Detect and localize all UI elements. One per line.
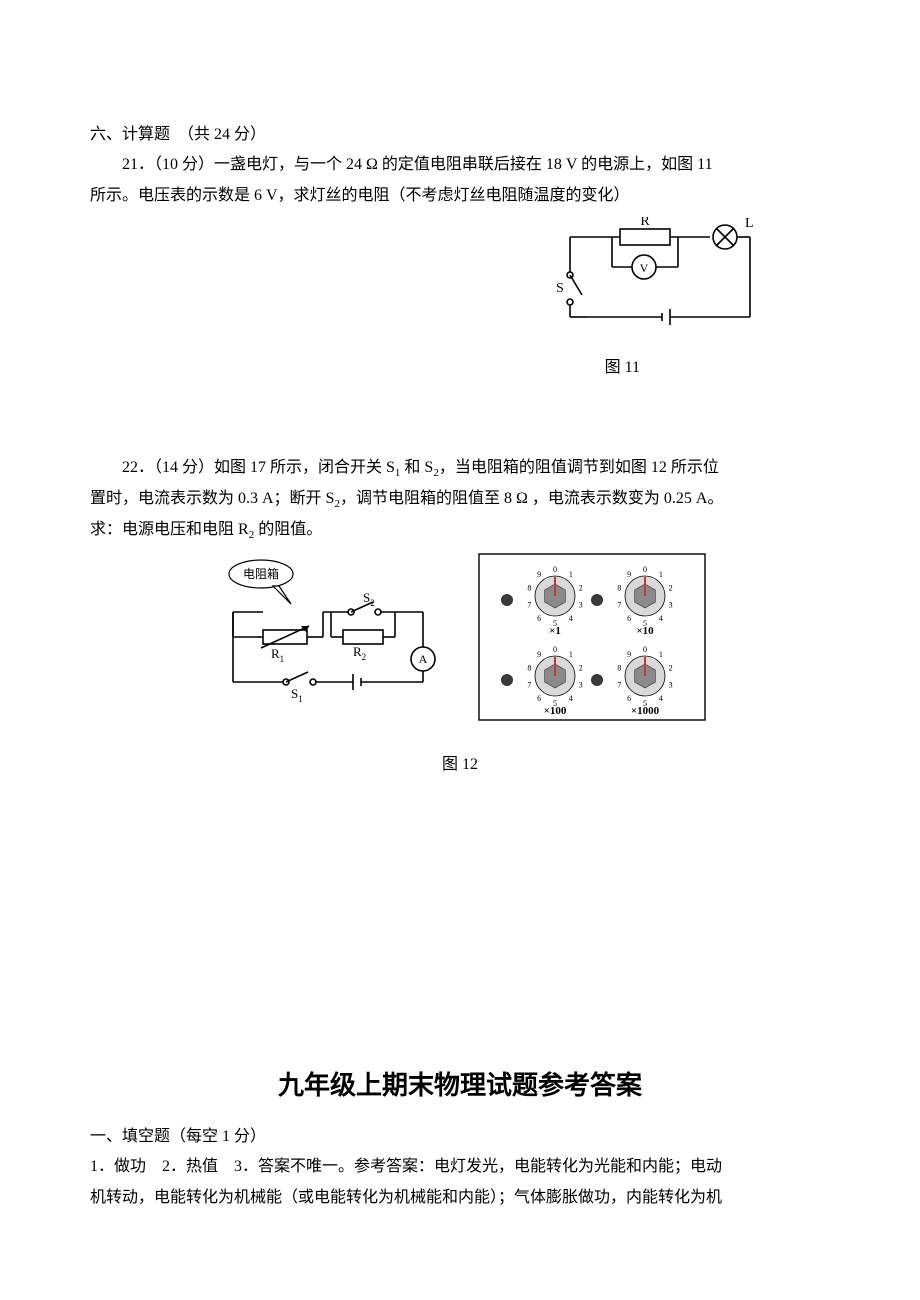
svg-text:4: 4 <box>659 614 663 623</box>
svg-text:2: 2 <box>579 584 583 593</box>
svg-text:6: 6 <box>537 694 541 703</box>
svg-text:3: 3 <box>579 601 583 610</box>
svg-text:×1: ×1 <box>549 625 561 637</box>
label-R1: R1 <box>271 646 284 664</box>
figure-11: R L V S 图 11 <box>90 217 830 383</box>
figure-12-caption: 图 12 <box>90 750 830 780</box>
label-V: V <box>640 261 649 275</box>
svg-text:1: 1 <box>569 650 573 659</box>
svg-text:0: 0 <box>553 645 557 654</box>
svg-text:3: 3 <box>579 681 583 690</box>
svg-text:1: 1 <box>569 570 573 579</box>
svg-text:4: 4 <box>569 694 573 703</box>
label-S: S <box>556 281 564 296</box>
svg-text:7: 7 <box>527 681 531 690</box>
svg-text:1: 1 <box>659 570 663 579</box>
q22-line-2: 置时，电流表示数为 0.3 A；断开 S2，调节电阻箱的阻值至 8 Ω ，电流表… <box>90 484 830 515</box>
label-S1: S1 <box>291 686 303 702</box>
label-R: R <box>640 217 650 229</box>
label-R2: R2 <box>353 644 366 662</box>
figure-11-caption: 图 11 <box>90 353 770 383</box>
svg-text:6: 6 <box>627 694 631 703</box>
svg-text:9: 9 <box>537 570 541 579</box>
svg-text:0: 0 <box>643 645 647 654</box>
answer-line-2: 机转动，电能转化为机械能（或电能转化为机械能和内能）；气体膨胀做功，内能转化为机 <box>90 1183 830 1213</box>
q22-l2-b: ，调节电阻箱的阻值至 8 Ω ，电流表示数变为 0.25 A。 <box>340 490 723 507</box>
svg-text:3: 3 <box>669 601 673 610</box>
svg-text:6: 6 <box>537 614 541 623</box>
svg-text:8: 8 <box>617 584 621 593</box>
svg-text:1: 1 <box>659 650 663 659</box>
resistance-box-panel-svg: 0123456789×10123456789×100123456789×1000… <box>477 552 707 722</box>
svg-text:8: 8 <box>527 584 531 593</box>
answer-line-1: 1．做功 2．热值 3．答案不唯一。参考答案：电灯发光，电能转化为光能和内能；电… <box>90 1152 830 1182</box>
answer-sec1-heading: 一、填空题（每空 1 分） <box>90 1122 830 1152</box>
svg-text:9: 9 <box>627 650 631 659</box>
svg-text:2: 2 <box>579 664 583 673</box>
svg-text:8: 8 <box>617 664 621 673</box>
q21-line-2: 所示。电压表的示数是 6 V，求灯丝的电阻（不考虑灯丝电阻随温度的变化） <box>90 181 830 211</box>
answer-block: 一、填空题（每空 1 分） 1．做功 2．热值 3．答案不唯一。参考答案：电灯发… <box>90 1122 830 1213</box>
resistance-box-label: 电阻箱 <box>243 566 279 581</box>
svg-text:2: 2 <box>669 664 673 673</box>
svg-text:6: 6 <box>627 614 631 623</box>
svg-text:4: 4 <box>659 694 663 703</box>
answer-title: 九年级上期末物理试题参考答案 <box>90 1061 830 1110</box>
svg-text:9: 9 <box>627 570 631 579</box>
page: 六、计算题 （共 24 分） 21．（10 分）一盏电灯，与一个 24 Ω 的定… <box>0 0 920 1273</box>
label-A: A <box>419 652 428 666</box>
svg-text:3: 3 <box>669 681 673 690</box>
svg-text:×100: ×100 <box>544 705 567 717</box>
circuit-11-svg: R L V S <box>550 217 770 337</box>
svg-text:7: 7 <box>527 601 531 610</box>
svg-text:7: 7 <box>617 601 621 610</box>
q22-line-1: 22．（14 分）如图 17 所示，闭合开关 S1 和 S2，当电阻箱的阻值调节… <box>90 453 830 484</box>
q22-l3-b: 的阻值。 <box>254 521 322 538</box>
svg-text:×1000: ×1000 <box>631 705 660 717</box>
circuit-12-svg: 电阻箱 <box>213 552 453 702</box>
label-L: L <box>745 217 754 231</box>
section-6-heading: 六、计算题 （共 24 分） <box>90 120 830 150</box>
q22-line-3: 求：电源电压和电阻 R2 的阻值。 <box>90 515 830 546</box>
svg-text:0: 0 <box>553 565 557 574</box>
svg-text:8: 8 <box>527 664 531 673</box>
svg-text:0: 0 <box>643 565 647 574</box>
q22-l3-a: 求：电源电压和电阻 R <box>90 521 249 538</box>
q22-l1-b: 和 S <box>400 459 433 476</box>
q22-l1-c: ，当电阻箱的阻值调节到如图 12 所示位 <box>439 459 719 476</box>
svg-text:7: 7 <box>617 681 621 690</box>
svg-text:9: 9 <box>537 650 541 659</box>
svg-text:×10: ×10 <box>636 625 654 637</box>
q22-block: 22．（14 分）如图 17 所示，闭合开关 S 1 和 S 2 ，当电阻箱的阻值调节… <box>90 453 830 781</box>
svg-text:4: 4 <box>569 614 573 623</box>
q21-line-1: 21．（10 分）一盏电灯，与一个 24 Ω 的定值电阻串联后接在 18 V 的… <box>90 150 830 180</box>
svg-text:2: 2 <box>669 584 673 593</box>
figure-12: 电阻箱 <box>90 552 830 722</box>
q22-l2-a: 置时，电流表示数为 0.3 A；断开 S <box>90 490 334 507</box>
q22-l1-a: 22．（14 分）如图 17 所示，闭合开关 S <box>122 459 395 476</box>
